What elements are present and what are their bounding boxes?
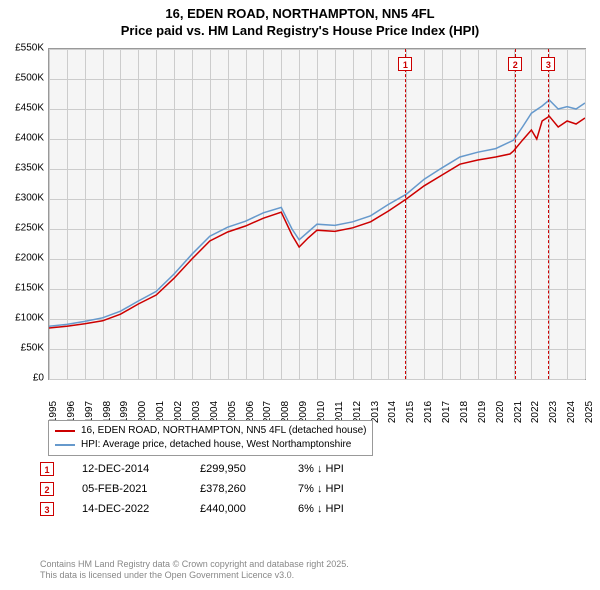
footer-line-1: Contains HM Land Registry data © Crown c… xyxy=(40,559,349,571)
legend-row: 16, EDEN ROAD, NORTHAMPTON, NN5 4FL (det… xyxy=(55,424,366,438)
y-tick-label: £100K xyxy=(15,313,44,324)
y-tick-label: £550K xyxy=(15,43,44,54)
marker-row-badge: 3 xyxy=(40,502,54,516)
marker-row: 1 12-DEC-2014 £299,950 3% ↓ HPI xyxy=(40,462,388,476)
y-axis: £0£50K£100K£150K£200K£250K£300K£350K£400… xyxy=(0,48,46,378)
x-tick-label: 2019 xyxy=(477,401,488,423)
marker-row-badge: 2 xyxy=(40,482,54,496)
x-axis: 1995199619971998199920002001200220032004… xyxy=(48,382,584,422)
x-tick-label: 2023 xyxy=(548,401,559,423)
marker-line xyxy=(515,49,516,379)
series-hpi xyxy=(49,100,585,326)
y-tick-label: £0 xyxy=(33,373,44,384)
chart-container: 16, EDEN ROAD, NORTHAMPTON, NN5 4FL Pric… xyxy=(0,0,600,590)
marker-line xyxy=(405,49,406,379)
legend-swatch xyxy=(55,430,75,432)
footer-note: Contains HM Land Registry data © Crown c… xyxy=(40,559,349,582)
marker-row-badge: 1 xyxy=(40,462,54,476)
x-tick-label: 2016 xyxy=(423,401,434,423)
y-tick-label: £350K xyxy=(15,163,44,174)
y-tick-label: £50K xyxy=(21,343,44,354)
x-tick-label: 2017 xyxy=(441,401,452,423)
marker-row-date: 14-DEC-2022 xyxy=(82,503,172,515)
marker-row-diff: 3% ↓ HPI xyxy=(298,463,388,475)
marker-row-diff: 7% ↓ HPI xyxy=(298,483,388,495)
legend: 16, EDEN ROAD, NORTHAMPTON, NN5 4FL (det… xyxy=(48,420,373,456)
legend-label: HPI: Average price, detached house, West… xyxy=(81,438,351,452)
marker-table: 1 12-DEC-2014 £299,950 3% ↓ HPI 2 05-FEB-2021… xyxy=(40,462,388,522)
y-tick-label: £450K xyxy=(15,103,44,114)
y-tick-label: £150K xyxy=(15,283,44,294)
marker-row-price: £299,950 xyxy=(200,463,270,475)
gridline-h xyxy=(49,379,585,380)
x-tick-label: 2014 xyxy=(387,401,398,423)
legend-label: 16, EDEN ROAD, NORTHAMPTON, NN5 4FL (det… xyxy=(81,424,366,438)
y-tick-label: £400K xyxy=(15,133,44,144)
footer-line-2: This data is licensed under the Open Gov… xyxy=(40,570,349,582)
marker-row-diff: 6% ↓ HPI xyxy=(298,503,388,515)
legend-row: HPI: Average price, detached house, West… xyxy=(55,438,366,452)
marker-badge: 1 xyxy=(398,57,412,71)
x-tick-label: 2018 xyxy=(459,401,470,423)
marker-row-date: 05-FEB-2021 xyxy=(82,483,172,495)
marker-badge: 3 xyxy=(541,57,555,71)
plot-area: 1 2 3 xyxy=(48,48,586,380)
y-tick-label: £300K xyxy=(15,193,44,204)
marker-row-date: 12-DEC-2014 xyxy=(82,463,172,475)
x-tick-label: 2015 xyxy=(405,401,416,423)
marker-row-price: £440,000 xyxy=(200,503,270,515)
chart-title: 16, EDEN ROAD, NORTHAMPTON, NN5 4FL Pric… xyxy=(0,0,600,40)
x-tick-label: 2021 xyxy=(513,401,524,423)
marker-line xyxy=(548,49,549,379)
legend-swatch xyxy=(55,444,75,446)
x-tick-label: 2022 xyxy=(530,401,541,423)
x-tick-label: 2024 xyxy=(566,401,577,423)
x-tick-label: 2025 xyxy=(584,401,595,423)
x-tick-label: 2020 xyxy=(495,401,506,423)
marker-badge: 2 xyxy=(508,57,522,71)
title-line-1: 16, EDEN ROAD, NORTHAMPTON, NN5 4FL xyxy=(0,6,600,23)
marker-row: 3 14-DEC-2022 £440,000 6% ↓ HPI xyxy=(40,502,388,516)
marker-row: 2 05-FEB-2021 £378,260 7% ↓ HPI xyxy=(40,482,388,496)
y-tick-label: £200K xyxy=(15,253,44,264)
chart-svg xyxy=(49,49,585,379)
title-line-2: Price paid vs. HM Land Registry's House … xyxy=(0,23,600,40)
y-tick-label: £250K xyxy=(15,223,44,234)
marker-row-price: £378,260 xyxy=(200,483,270,495)
series-price_paid xyxy=(49,116,585,328)
gridline-v xyxy=(585,49,586,379)
y-tick-label: £500K xyxy=(15,73,44,84)
